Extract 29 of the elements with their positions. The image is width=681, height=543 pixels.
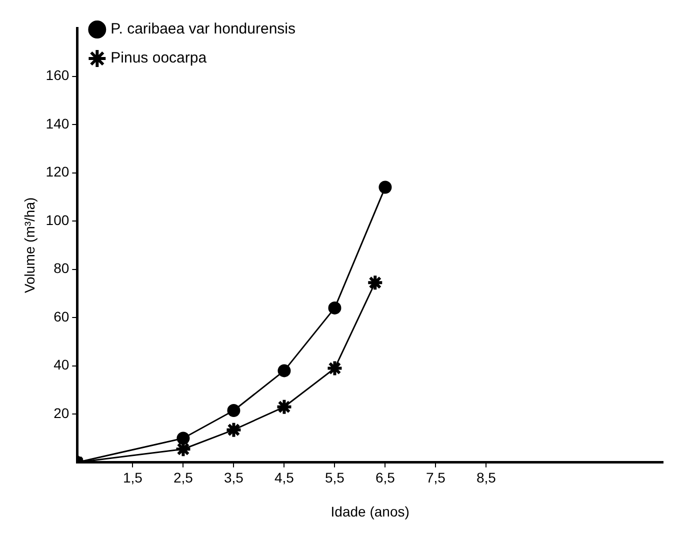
y-tick-label: 80	[54, 260, 70, 276]
x-axis-title: Idade (anos)	[330, 503, 410, 520]
point	[328, 301, 342, 314]
point	[227, 404, 240, 418]
y-tick-label: 60	[54, 308, 70, 324]
y-tick-label: 40	[54, 356, 70, 373]
x-tick-label: 7,5	[426, 470, 446, 486]
y-axis-title: Volume (m³/ha)	[21, 197, 38, 294]
legend-label: P. caribaea var hondurensis	[110, 20, 296, 38]
y-tick-label: 120	[46, 164, 70, 180]
x-tick-label: 4,5	[274, 470, 294, 486]
point	[366, 274, 384, 292]
point	[176, 432, 190, 445]
y-tick-label: 140	[46, 115, 70, 132]
point	[326, 360, 344, 377]
x-tick-label: 5,5	[324, 470, 345, 486]
y-tick-label: 20	[54, 404, 70, 421]
point	[225, 421, 242, 438]
x-tick-label: 1,5	[122, 470, 143, 486]
x-tick-label: 3,5	[224, 470, 244, 486]
y-tick-label: 160	[46, 67, 70, 84]
legend-label: Pinus oocarpa	[110, 50, 208, 67]
point	[278, 364, 291, 378]
x-tick-label: 6,5	[375, 470, 396, 486]
x-tick-label: 8,5	[476, 470, 496, 486]
x-tick-label: 2,5	[173, 470, 194, 486]
point	[378, 180, 392, 194]
y-tick-label: 100	[46, 212, 70, 228]
point	[276, 398, 293, 416]
